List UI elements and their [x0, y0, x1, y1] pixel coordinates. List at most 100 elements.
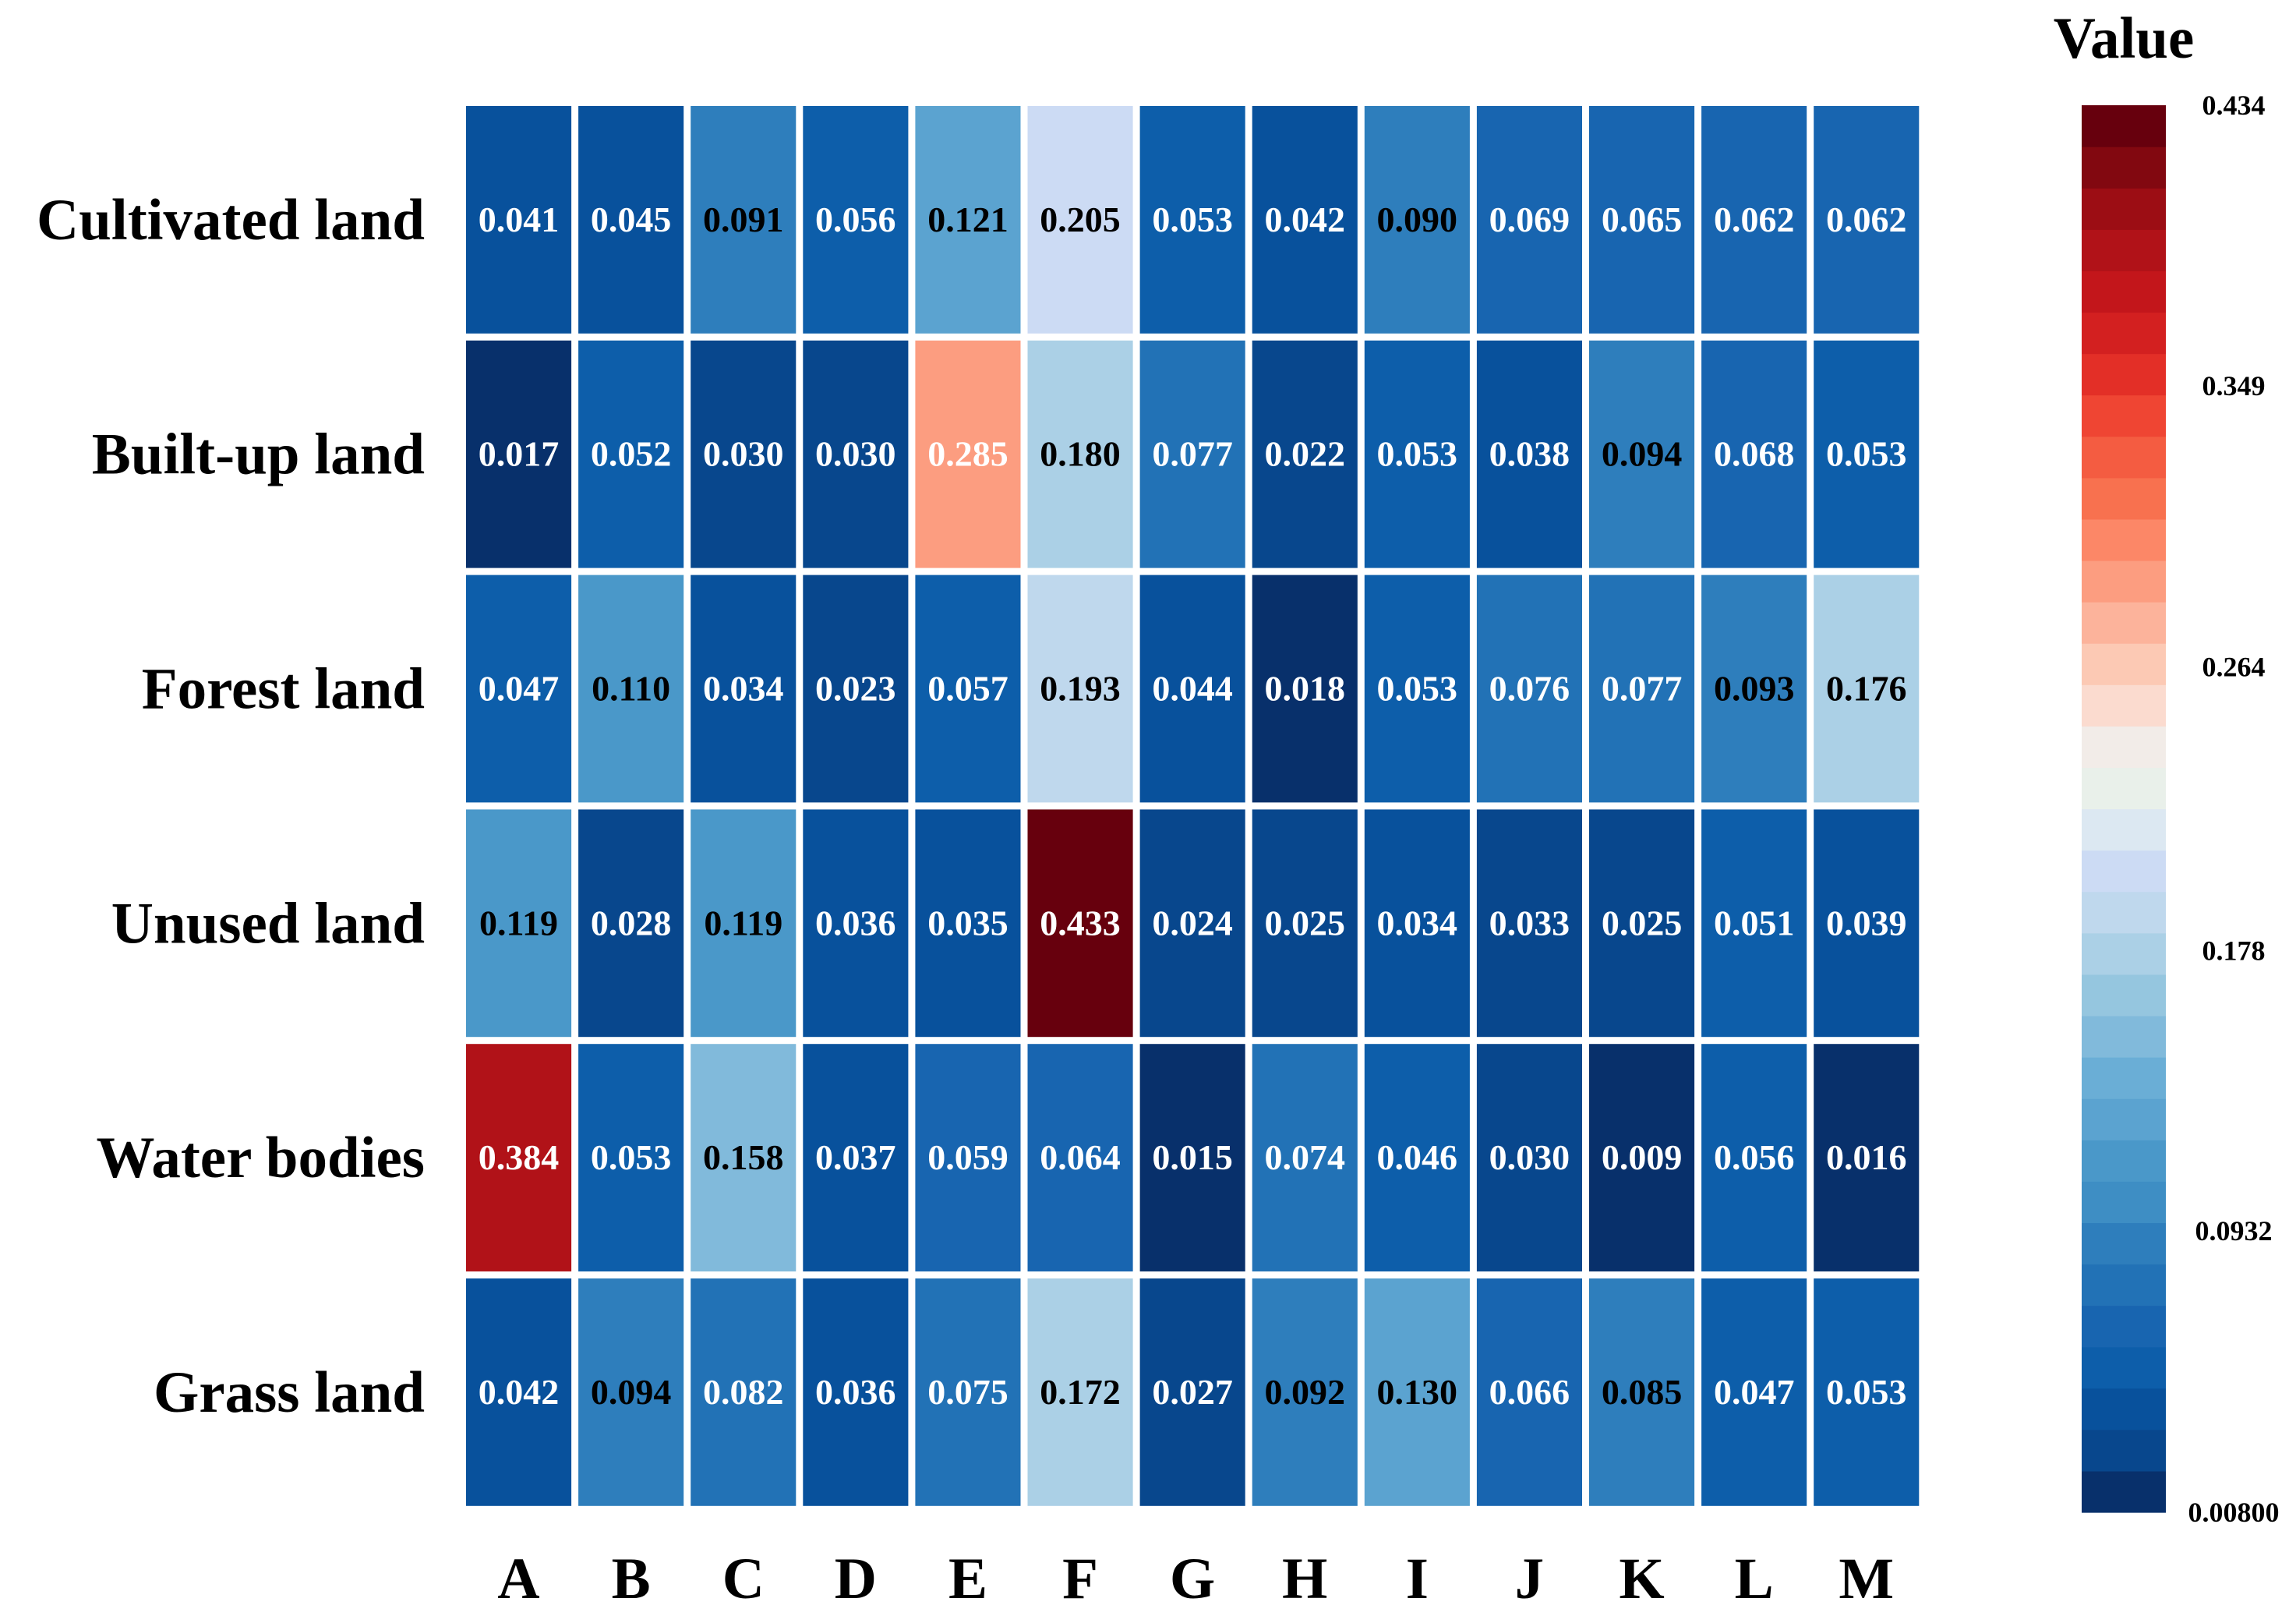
cell-value-label: 0.047: [1714, 1372, 1795, 1412]
heatmap-cell: [691, 575, 797, 803]
heatmap-cell: [1814, 809, 1920, 1038]
cell-value-label: 0.092: [1264, 1372, 1345, 1412]
heatmap-cell: [915, 106, 1021, 334]
cell-value-label: 0.038: [1489, 434, 1570, 474]
cell-value-label: 0.119: [479, 903, 558, 942]
cell-value-label: 0.016: [1826, 1137, 1907, 1177]
heatmap-cell: [466, 340, 572, 568]
colorbar-band: [2082, 932, 2166, 975]
heatmap-cell: [1701, 1278, 1807, 1506]
heatmap-cell: [578, 106, 684, 334]
cell-value-label: 0.090: [1377, 200, 1458, 239]
heatmap-cell: [1364, 575, 1470, 803]
cell-value-label: 0.017: [479, 434, 560, 474]
heatmap-cell: [1814, 340, 1920, 568]
cell-value-label: 0.022: [1264, 434, 1345, 474]
cell-value-label: 0.433: [1040, 903, 1121, 942]
cell-value-label: 0.036: [815, 903, 896, 942]
heatmap-cell: [1364, 340, 1470, 568]
heatmap-cell: [1814, 575, 1920, 803]
cell-value-label: 0.044: [1152, 669, 1233, 709]
cell-value-label: 0.034: [1377, 903, 1458, 942]
column-label: L: [1735, 1547, 1774, 1611]
cell-value-label: 0.082: [703, 1372, 784, 1412]
colorbar-band: [2082, 1305, 2166, 1348]
colorbar-band: [2082, 974, 2166, 1017]
cell-value-label: 0.130: [1377, 1372, 1458, 1412]
cell-value-label: 0.074: [1264, 1137, 1345, 1177]
cell-value-label: 0.046: [1377, 1137, 1458, 1177]
column-label: J: [1515, 1547, 1545, 1611]
heatmap-cell: [1027, 106, 1133, 334]
heatmap-cell: [691, 1044, 797, 1271]
heatmap-cell: [691, 1278, 797, 1506]
heatmap-cell: [1476, 809, 1582, 1038]
cell-value-label: 0.047: [479, 669, 560, 709]
colorbar-band: [2082, 394, 2166, 437]
heatmap-cell: [1139, 809, 1245, 1038]
colorbar-band: [2082, 1140, 2166, 1182]
cell-value-label: 0.035: [927, 903, 1008, 942]
heatmap-cell: [1252, 575, 1358, 803]
heatmap-cell: [1476, 106, 1582, 334]
colorbar-ticks: 0.434 0.349 0.264 0.178 0.0932 0.00800: [2188, 90, 2280, 1528]
cell-value-label: 0.093: [1714, 669, 1795, 709]
colorbar-band: [2082, 1222, 2166, 1265]
colorbar-band: [2082, 271, 2166, 313]
heatmap-cell: [1476, 340, 1582, 568]
colorbar-band: [2082, 1057, 2166, 1099]
column-labels: A B C D E F G H I J K L M: [497, 1547, 1894, 1611]
heatmap-cell: [1476, 1278, 1582, 1506]
heatmap-cell: [466, 106, 572, 334]
cell-value-label: 0.119: [704, 903, 782, 942]
cell-value-label: 0.023: [815, 669, 896, 709]
cell-value-label: 0.069: [1489, 200, 1570, 239]
heatmap-cell: [578, 1044, 684, 1271]
heatmap-cell: [1701, 106, 1807, 334]
cell-value-label: 0.030: [1489, 1137, 1570, 1177]
heatmap-cell: [1476, 575, 1582, 803]
heatmap-cell: [1814, 1278, 1920, 1506]
colorbar-band: [2082, 105, 2166, 147]
row-label: Built-up land: [92, 423, 425, 487]
cell-value-label: 0.065: [1602, 200, 1683, 239]
cell-value-label: 0.172: [1040, 1372, 1121, 1412]
cell-value-label: 0.030: [703, 434, 784, 474]
colorbar-tick-label: 0.264: [2202, 651, 2266, 682]
cell-value-label: 0.053: [1152, 200, 1233, 239]
heatmap-cell: [1701, 340, 1807, 568]
heatmap-cell: [466, 575, 572, 803]
colorbar-band: [2082, 353, 2166, 396]
heatmap-cell: [1589, 1044, 1695, 1271]
heatmap-cell: [1027, 340, 1133, 568]
cell-value-label: 0.062: [1714, 200, 1795, 239]
colorbar-band: [2082, 767, 2166, 810]
row-label: Cultivated land: [37, 188, 425, 253]
colorbar-band: [2082, 147, 2166, 189]
heatmap-cell: [1139, 1278, 1245, 1506]
column-label: B: [612, 1547, 651, 1611]
colorbar-band: [2082, 1015, 2166, 1058]
cell-value-label: 0.076: [1489, 669, 1570, 709]
heatmap-cell: [1027, 1278, 1133, 1506]
heatmap-cell: [1252, 1278, 1358, 1506]
colorbar-band: [2082, 1264, 2166, 1307]
heatmap-cell: [1252, 340, 1358, 568]
column-label: M: [1839, 1547, 1894, 1611]
heatmap-cell: [578, 575, 684, 803]
column-label: A: [497, 1547, 539, 1611]
heatmap-cell: [1252, 106, 1358, 334]
cell-value-label: 0.053: [1826, 1372, 1907, 1412]
heatmap-cell: [1139, 1044, 1245, 1271]
cell-value-label: 0.158: [703, 1137, 784, 1177]
cell-value-label: 0.018: [1264, 669, 1345, 709]
cell-value-label: 0.056: [1714, 1137, 1795, 1177]
cell-value-label: 0.057: [927, 669, 1008, 709]
heatmap-cell: [1814, 1044, 1920, 1271]
cell-value-label: 0.034: [703, 669, 784, 709]
column-label: H: [1282, 1547, 1327, 1611]
cell-value-label: 0.045: [591, 200, 672, 239]
heatmap-cell: [1252, 1044, 1358, 1271]
colorbar-band: [2082, 1388, 2166, 1430]
